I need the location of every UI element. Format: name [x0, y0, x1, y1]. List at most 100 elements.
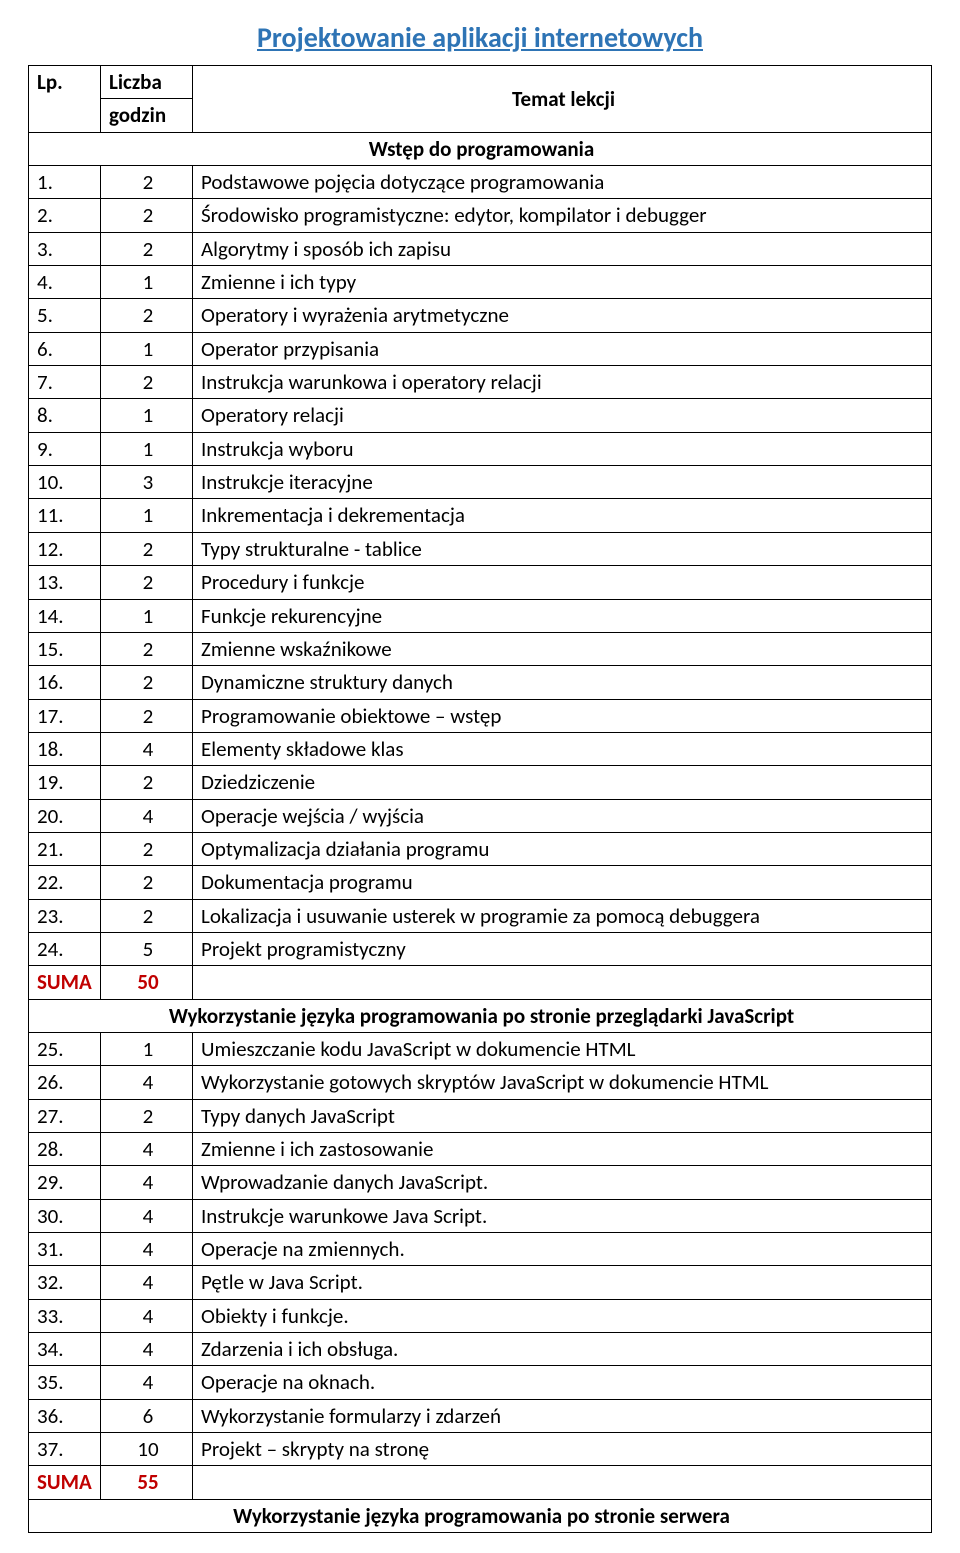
cell-hours: 4 — [101, 1266, 193, 1299]
cell-hours: 4 — [101, 732, 193, 765]
cell-lp: 12. — [29, 532, 101, 565]
cell-hours: 4 — [101, 1233, 193, 1266]
cell-topic: Instrukcje warunkowe Java Script. — [193, 1199, 932, 1232]
cell-topic: Dziedziczenie — [193, 766, 932, 799]
cell-lp: 20. — [29, 799, 101, 832]
cell-hours: 3 — [101, 466, 193, 499]
cell-lp: 1. — [29, 166, 101, 199]
cell-topic: Zdarzenia i ich obsługa. — [193, 1333, 932, 1366]
cell-hours: 2 — [101, 199, 193, 232]
table-row: 1.2Podstawowe pojęcia dotyczące programo… — [29, 166, 932, 199]
cell-hours: 2 — [101, 666, 193, 699]
cell-lp: 4. — [29, 266, 101, 299]
cell-topic: Operator przypisania — [193, 332, 932, 365]
cell-topic: Algorytmy i sposób ich zapisu — [193, 232, 932, 265]
sum-1-empty — [193, 966, 932, 999]
cell-hours: 1 — [101, 1032, 193, 1065]
cell-lp: 28. — [29, 1133, 101, 1166]
cell-lp: 10. — [29, 466, 101, 499]
cell-hours: 1 — [101, 599, 193, 632]
section-1-title: Wstęp do programowania — [29, 132, 932, 165]
table-row: 22.2Dokumentacja programu — [29, 866, 932, 899]
table-row: 10.3Instrukcje iteracyjne — [29, 466, 932, 499]
cell-hours: 4 — [101, 799, 193, 832]
cell-topic: Instrukcja warunkowa i operatory relacji — [193, 366, 932, 399]
cell-topic: Programowanie obiektowe – wstęp — [193, 699, 932, 732]
cell-hours: 4 — [101, 1199, 193, 1232]
cell-lp: 16. — [29, 666, 101, 699]
cell-lp: 18. — [29, 732, 101, 765]
cell-topic: Procedury i funkcje — [193, 566, 932, 599]
table-row: 31.4Operacje na zmiennych. — [29, 1233, 932, 1266]
sum-1: SUMA 50 — [29, 966, 932, 999]
cell-topic: Operacje na zmiennych. — [193, 1233, 932, 1266]
header-lp: Lp. — [29, 66, 101, 133]
table-row: 9.1Instrukcja wyboru — [29, 432, 932, 465]
cell-topic: Typy danych JavaScript — [193, 1099, 932, 1132]
cell-lp: 13. — [29, 566, 101, 599]
cell-lp: 35. — [29, 1366, 101, 1399]
cell-topic: Zmienne wskaźnikowe — [193, 632, 932, 665]
table-row: 12.2Typy strukturalne - tablice — [29, 532, 932, 565]
cell-lp: 32. — [29, 1266, 101, 1299]
cell-topic: Wykorzystanie gotowych skryptów JavaScri… — [193, 1066, 932, 1099]
cell-lp: 2. — [29, 199, 101, 232]
table-row: 32.4Pętle w Java Script. — [29, 1266, 932, 1299]
cell-topic: Optymalizacja działania programu — [193, 832, 932, 865]
table-row: 16.2Dynamiczne struktury danych — [29, 666, 932, 699]
section-1: Wstęp do programowania — [29, 132, 932, 165]
table-row: 15.2Zmienne wskaźnikowe — [29, 632, 932, 665]
cell-hours: 2 — [101, 299, 193, 332]
table-row: 14.1Funkcje rekurencyjne — [29, 599, 932, 632]
cell-topic: Projekt – skrypty na stronę — [193, 1433, 932, 1466]
header-row: Lp. Liczba Temat lekcji — [29, 66, 932, 99]
sum-2-value: 55 — [101, 1466, 193, 1499]
table-row: 18.4Elementy składowe klas — [29, 732, 932, 765]
table-row: 24.5Projekt programistyczny — [29, 932, 932, 965]
cell-hours: 2 — [101, 1099, 193, 1132]
cell-lp: 30. — [29, 1199, 101, 1232]
cell-topic: Wykorzystanie formularzy i zdarzeń — [193, 1399, 932, 1432]
table-row: 34.4Zdarzenia i ich obsługa. — [29, 1333, 932, 1366]
page-title: Projektowanie aplikacji internetowych — [28, 20, 932, 55]
cell-hours: 1 — [101, 266, 193, 299]
cell-topic: Umieszczanie kodu JavaScript w dokumenci… — [193, 1032, 932, 1065]
cell-hours: 2 — [101, 699, 193, 732]
header-hours-line1: Liczba — [101, 66, 193, 99]
cell-topic: Zmienne i ich typy — [193, 266, 932, 299]
cell-topic: Operatory relacji — [193, 399, 932, 432]
cell-topic: Środowisko programistyczne: edytor, komp… — [193, 199, 932, 232]
table-row: 23.2Lokalizacja i usuwanie usterek w pro… — [29, 899, 932, 932]
cell-hours: 1 — [101, 399, 193, 432]
table-row: 25.1Umieszczanie kodu JavaScript w dokum… — [29, 1032, 932, 1065]
cell-hours: 10 — [101, 1433, 193, 1466]
cell-lp: 6. — [29, 332, 101, 365]
section-3: Wykorzystanie języka programowania po st… — [29, 1499, 932, 1532]
table-row: 21.2Optymalizacja działania programu — [29, 832, 932, 865]
cell-lp: 25. — [29, 1032, 101, 1065]
cell-hours: 2 — [101, 366, 193, 399]
cell-lp: 7. — [29, 366, 101, 399]
cell-hours: 4 — [101, 1366, 193, 1399]
table-row: 7.2Instrukcja warunkowa i operatory rela… — [29, 366, 932, 399]
section-3-title: Wykorzystanie języka programowania po st… — [29, 1499, 932, 1532]
header-topic: Temat lekcji — [193, 66, 932, 133]
cell-hours: 2 — [101, 899, 193, 932]
table-row: 3.2Algorytmy i sposób ich zapisu — [29, 232, 932, 265]
cell-topic: Wprowadzanie danych JavaScript. — [193, 1166, 932, 1199]
cell-topic: Instrukcje iteracyjne — [193, 466, 932, 499]
table-row: 33.4Obiekty i funkcje. — [29, 1299, 932, 1332]
cell-hours: 2 — [101, 766, 193, 799]
table-row: 20.4Operacje wejścia / wyjścia — [29, 799, 932, 832]
table-row: 37.10 Projekt – skrypty na stronę — [29, 1433, 932, 1466]
cell-lp: 23. — [29, 899, 101, 932]
table-row: 17.2Programowanie obiektowe – wstęp — [29, 699, 932, 732]
table-row: 2.2Środowisko programistyczne: edytor, k… — [29, 199, 932, 232]
cell-topic: Instrukcja wyboru — [193, 432, 932, 465]
cell-topic: Inkrementacja i dekrementacja — [193, 499, 932, 532]
cell-lp: 22. — [29, 866, 101, 899]
table-row: 6.1Operator przypisania — [29, 332, 932, 365]
cell-topic: Operatory i wyrażenia arytmetyczne — [193, 299, 932, 332]
cell-topic: Funkcje rekurencyjne — [193, 599, 932, 632]
table-row: 36.6 Wykorzystanie formularzy i zdarzeń — [29, 1399, 932, 1432]
